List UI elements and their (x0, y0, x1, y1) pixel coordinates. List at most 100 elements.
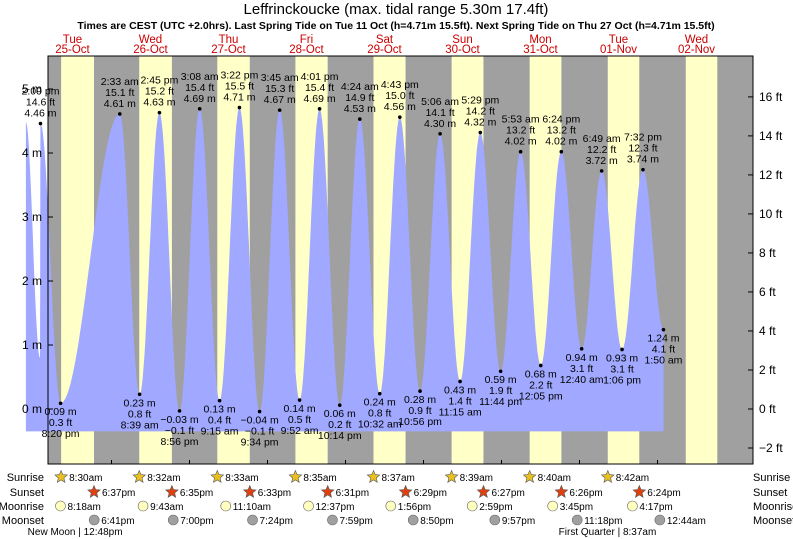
row-label-right: Sunset (753, 487, 787, 499)
tide-point (277, 108, 282, 112)
tide-m-label: 4.30 m (424, 118, 456, 130)
sunrise-time: 8:35am (303, 473, 336, 484)
tide-time-label: 5:29 pm (461, 95, 499, 107)
row-label-right: Sunrise (753, 472, 790, 484)
y-tick-label-right: −2 ft (759, 441, 783, 455)
y-tick-label-right: 14 ft (759, 129, 783, 143)
tide-m-label: 0.28 m (404, 394, 436, 406)
day-date: 25-Oct (55, 44, 90, 56)
moonrise-time: 3:45pm (560, 502, 593, 513)
sunrise-time: 8:32am (147, 473, 180, 484)
day-of-week: Tue (63, 34, 82, 46)
tide-m-label: 1.24 m (647, 333, 679, 345)
tide-point (620, 347, 624, 352)
tide-m-label: 3.72 m (586, 155, 618, 167)
sunset-icon (320, 484, 335, 498)
axes: 0 m 1 m 2 m 3 m 4 m 5 m −2 ft 0 ft 2 ft 4 ft 6 ft 8… (22, 55, 783, 465)
astronomy-table: Sunrise Sunrise Sunset Sunset Moonrise Moonri… (0, 469, 793, 538)
moonrise-icon (547, 500, 558, 512)
chart-subtitle: Times are CEST (UTC +2.0hrs). Last Sprin… (77, 20, 714, 32)
tide-m-label: 4.67 m (264, 94, 296, 106)
sunrise-time: 8:37am (382, 473, 415, 484)
tide-point (297, 398, 302, 402)
row-label-left: Sunrise (7, 472, 44, 484)
tide-time-label: 3:22 pm (220, 70, 258, 82)
tide-time-label: 6:49 am (583, 133, 621, 145)
tide-time-label: 10:56 pm (398, 416, 442, 428)
moonset-time: 7:24pm (260, 516, 293, 527)
tide-time-label: 2:33 am (101, 76, 139, 88)
tide-m-label: −0.03 m (160, 414, 198, 426)
tide-m-label: 0.09 m (45, 406, 77, 418)
moonrise-time: 11:10am (233, 502, 271, 513)
tide-m-label: 3.74 m (627, 154, 659, 166)
tide-m-label: 0.23 m (124, 397, 156, 409)
y-tick-label-right: 12 ft (759, 168, 783, 182)
sunset-time: 6:26pm (569, 488, 602, 499)
tide-point (358, 117, 362, 121)
tide-point (58, 401, 63, 406)
tide-time-label: 1:50 am (644, 355, 682, 367)
moonrise-icon (220, 500, 232, 512)
tide-ft-label: 0.2 ft (328, 419, 351, 431)
tide-time-label: 8:39 am (121, 419, 159, 431)
tide-point (377, 391, 382, 396)
sunrise-icon (54, 469, 69, 483)
tide-point (641, 167, 645, 172)
tide-m-label: 4.63 m (143, 97, 175, 109)
moonrise-time: 4:17pm (639, 502, 672, 513)
tide-ft-label: 2.2 ft (529, 379, 552, 391)
day-date: 27-Oct (211, 44, 246, 56)
moonset-icon (654, 514, 666, 526)
day-date: 02-Nov (678, 44, 715, 56)
tide-ft-label: 4.1 ft (652, 344, 675, 356)
tide-ft-label: 15.4 ft (185, 82, 214, 94)
moonset-icon (489, 514, 501, 526)
tide-time-label: 7:32 pm (624, 132, 662, 144)
tide-ft-label: 15.3 ft (265, 83, 294, 95)
y-tick-label-left: 1 m (22, 338, 42, 352)
tide-time-label: 10:14 pm (318, 430, 362, 442)
tide-m-label: 4.46 m (24, 108, 56, 120)
tide-ft-label: 12.3 ft (628, 143, 657, 155)
moonset-time: 12:44am (667, 516, 706, 527)
tide-point (257, 409, 262, 414)
tide-point (498, 369, 503, 374)
y-tick-label-right: 0 ft (759, 402, 776, 416)
tide-time-label: 2:45 pm (140, 75, 178, 87)
day-date: 28-Oct (289, 44, 324, 56)
day-date: 01-Nov (600, 44, 637, 56)
tide-m-label: 0.68 m (525, 368, 557, 380)
tide-ft-label: 15.0 ft (385, 90, 414, 102)
day-of-week: Fri (300, 34, 313, 46)
tide-m-label: 0.24 m (364, 397, 396, 409)
sunrise-icon (366, 469, 381, 483)
tide-time-label: 5:06 am (421, 96, 459, 108)
tide-point (599, 169, 604, 173)
sunset-icon (242, 484, 257, 498)
chart-title: Leffrinckoucke (max. tidal range 5.30m 1… (244, 1, 549, 18)
tide-ft-label: 3.1 ft (610, 363, 633, 375)
tide-time-label: 5:53 am (502, 114, 540, 126)
moonset-time: 7:59pm (339, 516, 372, 527)
tide-point (117, 112, 122, 116)
y-tick-label-left: 0 m (22, 402, 42, 416)
tide-m-label: 4.53 m (344, 103, 376, 115)
tide-ft-label: 3.1 ft (570, 363, 593, 375)
tide-time-label: 9:34 pm (241, 437, 279, 449)
moonset-icon (407, 514, 419, 526)
tide-time-label: 3:08 am (181, 71, 219, 83)
sunrise-time: 8:33am (225, 473, 258, 484)
y-tick-label-left: 2 m (22, 274, 42, 288)
tide-point (559, 149, 564, 154)
tide-ft-label: 13.2 ft (506, 125, 535, 137)
tide-time-label: 1:06 pm (603, 374, 641, 386)
sunrise-icon (444, 469, 459, 483)
tide-ft-label: 0.8 ft (368, 408, 391, 420)
sunset-icon (164, 484, 179, 498)
tide-area (25, 107, 664, 432)
moonrise-icon (466, 500, 478, 512)
tide-ft-label: 14.9 ft (345, 92, 374, 104)
day-of-week: Tue (609, 34, 628, 46)
